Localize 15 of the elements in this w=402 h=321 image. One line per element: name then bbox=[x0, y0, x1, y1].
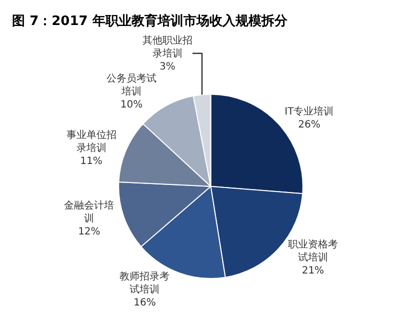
slice-label: IT专业培训 bbox=[284, 106, 334, 118]
slice-label: 职业资格考试培训 bbox=[288, 238, 338, 264]
data-label: 12% bbox=[78, 226, 100, 238]
data-label: 21% bbox=[302, 266, 324, 277]
slice-label: 事业单位招录培训 bbox=[66, 128, 116, 154]
slice-label: 教师招录考试培训 bbox=[120, 270, 170, 296]
data-label: 16% bbox=[134, 298, 156, 309]
slice-label: 金融会计培训 bbox=[64, 200, 114, 225]
slice-label: 其他职业招录培训 bbox=[142, 34, 192, 60]
data-label: 26% bbox=[298, 120, 320, 131]
chart-title: 图 7：2017 年职业教育培训市场收入规模拆分 bbox=[12, 13, 288, 30]
data-label: 10% bbox=[120, 99, 143, 110]
data-label: 3% bbox=[160, 61, 176, 72]
data-label: 11% bbox=[80, 156, 102, 167]
slice-label: 公务员考试培训 bbox=[106, 72, 156, 98]
